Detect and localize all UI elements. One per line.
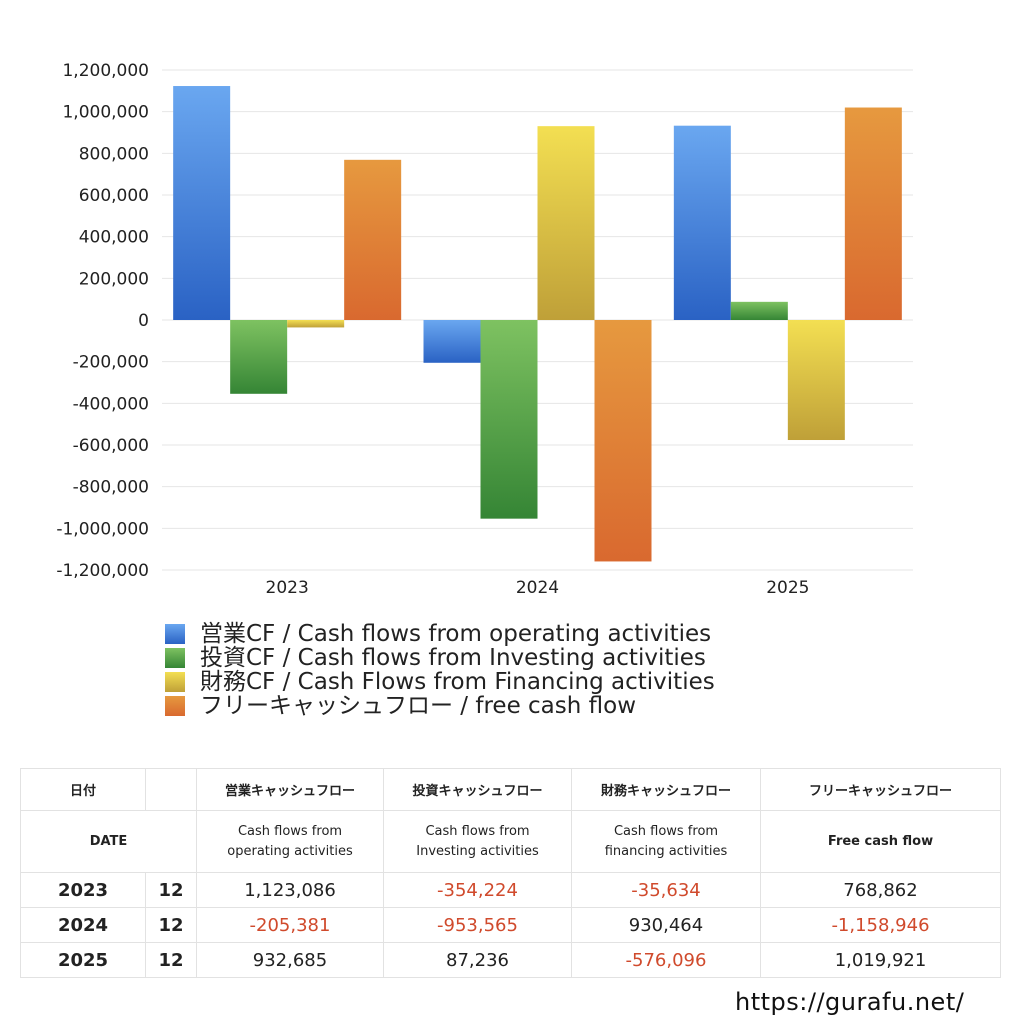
cell-financing: -576,096 bbox=[571, 942, 761, 978]
y-tick-label: 1,000,000 bbox=[62, 103, 149, 123]
legend: 営業CF / Cash flows from operating activit… bbox=[165, 622, 715, 718]
header-operating-en: Cash flows from operating activities bbox=[196, 810, 384, 873]
row-month: 12 bbox=[145, 942, 197, 978]
cell-investing: 87,236 bbox=[383, 942, 572, 978]
table-header-en: DATE Cash flows from operating activities… bbox=[20, 810, 1001, 873]
cell-operating: 932,685 bbox=[196, 942, 384, 978]
y-tick-label: -800,000 bbox=[73, 478, 149, 498]
cell-operating: 1,123,086 bbox=[196, 872, 384, 908]
cell-investing: -953,565 bbox=[383, 907, 572, 943]
bar-2025-series-2 bbox=[730, 301, 788, 320]
bar-2024-series-3 bbox=[537, 126, 595, 320]
y-tick-label: -600,000 bbox=[73, 436, 149, 456]
legend-swatch-investing bbox=[165, 648, 185, 668]
bar-2023-series-1 bbox=[173, 86, 231, 321]
cell-financing: -35,634 bbox=[571, 872, 761, 908]
header-operating-jp: 営業キャッシュフロー bbox=[196, 768, 384, 811]
cash-flow-table: 日付 営業キャッシュフロー 投資キャッシュフロー 財務キャッシュフロー フリーキ… bbox=[20, 768, 1001, 978]
legend-label-fcf: フリーキャッシュフロー / free cash flow bbox=[200, 693, 637, 719]
y-tick-label: -1,200,000 bbox=[56, 561, 149, 581]
bar-2023-series-4 bbox=[344, 159, 402, 320]
bar-2023-series-2 bbox=[230, 320, 288, 394]
legend-item-investing: 投資CF / Cash flows from Investing activit… bbox=[165, 646, 715, 670]
x-category-label: 2023 bbox=[266, 578, 309, 598]
table-header-jp: 日付 営業キャッシュフロー 投資キャッシュフロー 財務キャッシュフロー フリーキ… bbox=[20, 768, 1001, 811]
bar-2025-series-1 bbox=[673, 125, 731, 320]
header-financing-en: Cash flows from financing activities bbox=[571, 810, 761, 873]
cell-fcf: 768,862 bbox=[760, 872, 1001, 908]
y-tick-label: 800,000 bbox=[79, 144, 149, 164]
bar-2025-series-3 bbox=[787, 320, 845, 441]
y-tick-label: -200,000 bbox=[73, 353, 149, 373]
row-year: 2024 bbox=[20, 907, 146, 943]
bar-2023-series-3 bbox=[287, 320, 345, 328]
y-tick-label: 0 bbox=[138, 311, 149, 331]
cell-fcf: -1,158,946 bbox=[760, 907, 1001, 943]
table-row: 2024 12 -205,381 -953,565 930,464 -1,158… bbox=[20, 907, 1001, 943]
legend-item-financing: 財務CF / Cash Flows from Financing activit… bbox=[165, 670, 715, 694]
bar-2025-series-4 bbox=[844, 107, 902, 321]
x-category-label: 2024 bbox=[516, 578, 559, 598]
y-tick-label: -400,000 bbox=[73, 394, 149, 414]
legend-swatch-fcf bbox=[165, 696, 185, 716]
cash-flow-bar-chart: 1,200,000 1,000,000 800,000 600,000 400,000 2… bbox=[56, 61, 913, 598]
y-axis-ticks: 1,200,000 1,000,000 800,000 600,000 400,000 2… bbox=[56, 61, 149, 581]
header-fcf-jp: フリーキャッシュフロー bbox=[760, 768, 1001, 811]
legend-label-operating: 営業CF / Cash flows from operating activit… bbox=[200, 621, 712, 647]
y-tick-label: 400,000 bbox=[79, 228, 149, 248]
row-month: 12 bbox=[145, 872, 197, 908]
site-url[interactable]: https://gurafu.net/ bbox=[735, 988, 965, 1016]
x-axis-categories: 2023 2024 2025 bbox=[266, 578, 810, 598]
bar-2024-series-2 bbox=[480, 320, 538, 519]
header-financing-jp: 財務キャッシュフロー bbox=[571, 768, 761, 811]
header-fcf-en: Free cash flow bbox=[760, 810, 1001, 873]
row-year: 2025 bbox=[20, 942, 146, 978]
table-row: 2025 12 932,685 87,236 -576,096 1,019,92… bbox=[20, 942, 1001, 978]
header-date-jp: 日付 bbox=[20, 768, 146, 811]
y-tick-label: 1,200,000 bbox=[62, 61, 149, 81]
row-month: 12 bbox=[145, 907, 197, 943]
legend-swatch-operating bbox=[165, 624, 185, 644]
bar-2024-series-4 bbox=[594, 320, 652, 562]
header-blank bbox=[145, 768, 197, 811]
legend-swatch-financing bbox=[165, 672, 185, 692]
cell-financing: 930,464 bbox=[571, 907, 761, 943]
row-year: 2023 bbox=[20, 872, 146, 908]
legend-label-investing: 投資CF / Cash flows from Investing activit… bbox=[200, 645, 706, 671]
bar-2024-series-1 bbox=[423, 320, 481, 363]
header-investing-jp: 投資キャッシュフロー bbox=[383, 768, 572, 811]
legend-item-operating: 営業CF / Cash flows from operating activit… bbox=[165, 622, 715, 646]
cell-fcf: 1,019,921 bbox=[760, 942, 1001, 978]
table-row: 2023 12 1,123,086 -354,224 -35,634 768,8… bbox=[20, 872, 1001, 908]
header-investing-en: Cash flows from Investing activities bbox=[383, 810, 572, 873]
header-date-en: DATE bbox=[20, 810, 197, 873]
legend-item-fcf: フリーキャッシュフロー / free cash flow bbox=[165, 694, 715, 718]
x-category-label: 2025 bbox=[766, 578, 809, 598]
cell-operating: -205,381 bbox=[196, 907, 384, 943]
y-tick-label: 600,000 bbox=[79, 186, 149, 206]
y-tick-label: 200,000 bbox=[79, 269, 149, 289]
bars bbox=[173, 86, 902, 562]
y-tick-label: -1,000,000 bbox=[56, 519, 149, 539]
cell-investing: -354,224 bbox=[383, 872, 572, 908]
legend-label-financing: 財務CF / Cash Flows from Financing activit… bbox=[200, 669, 715, 695]
